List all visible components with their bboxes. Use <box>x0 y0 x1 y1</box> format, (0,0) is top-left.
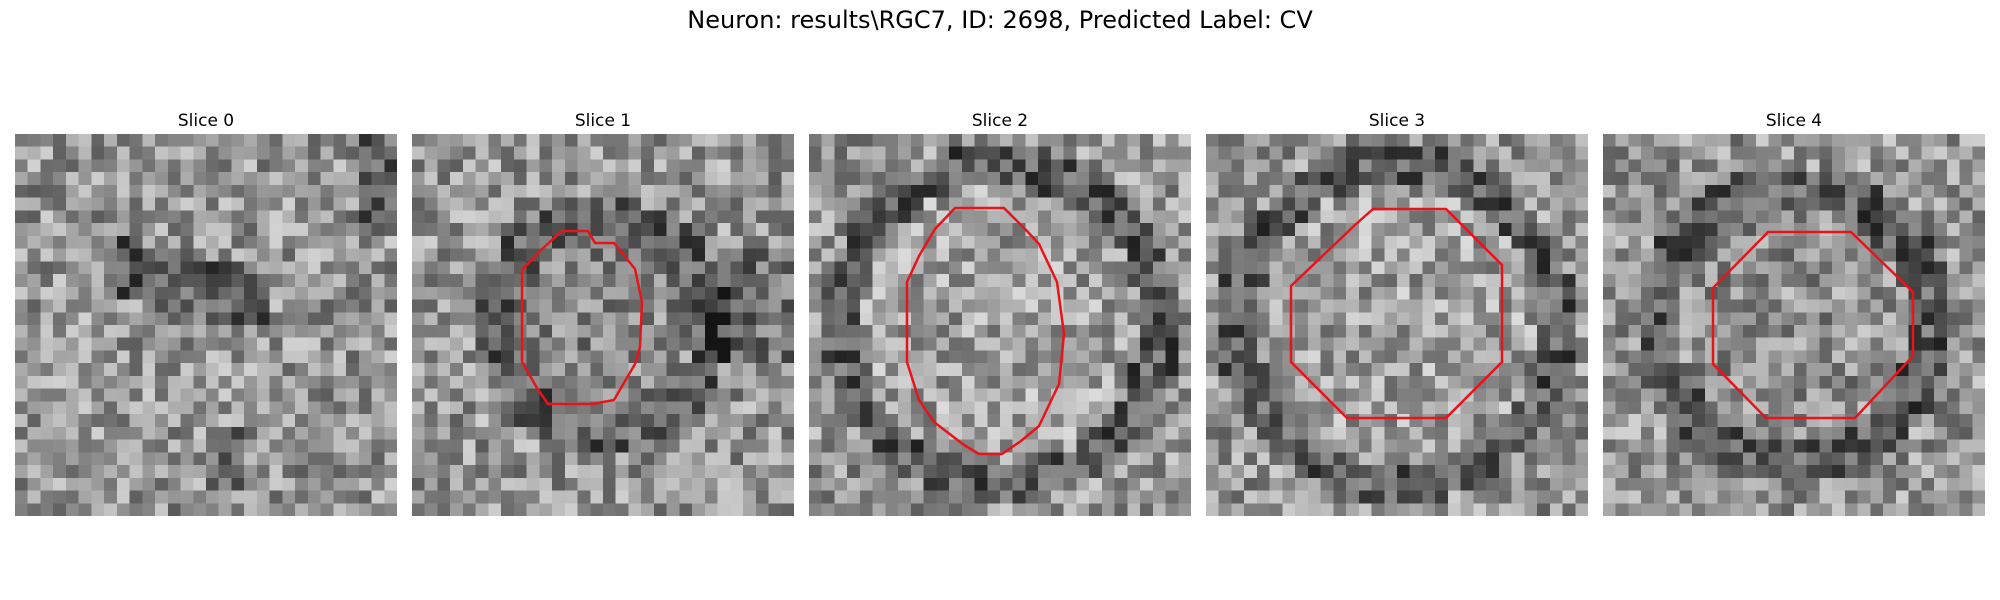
slice-title: Slice 4 <box>1765 111 1823 131</box>
figure-title: Neuron: results\RGC7, ID: 2698, Predicte… <box>687 6 1313 34</box>
slice-title: Slice 2 <box>971 111 1029 131</box>
slice-image <box>15 134 397 516</box>
slice-image <box>1603 134 1985 516</box>
slice-title: Slice 1 <box>574 111 632 131</box>
slice-panel-0: Slice 0 <box>15 108 397 516</box>
slice-panel-2: Slice 2 <box>809 108 1191 516</box>
slice-title: Slice 3 <box>1368 111 1426 131</box>
slice-image <box>412 134 794 516</box>
slice-image <box>1206 134 1588 516</box>
slice-panel-3: Slice 3 <box>1206 108 1588 516</box>
slice-panel-1: Slice 1 <box>412 108 794 516</box>
slice-title: Slice 0 <box>177 111 235 131</box>
slice-image <box>809 134 1191 516</box>
slice-panel-4: Slice 4 <box>1603 108 1985 516</box>
